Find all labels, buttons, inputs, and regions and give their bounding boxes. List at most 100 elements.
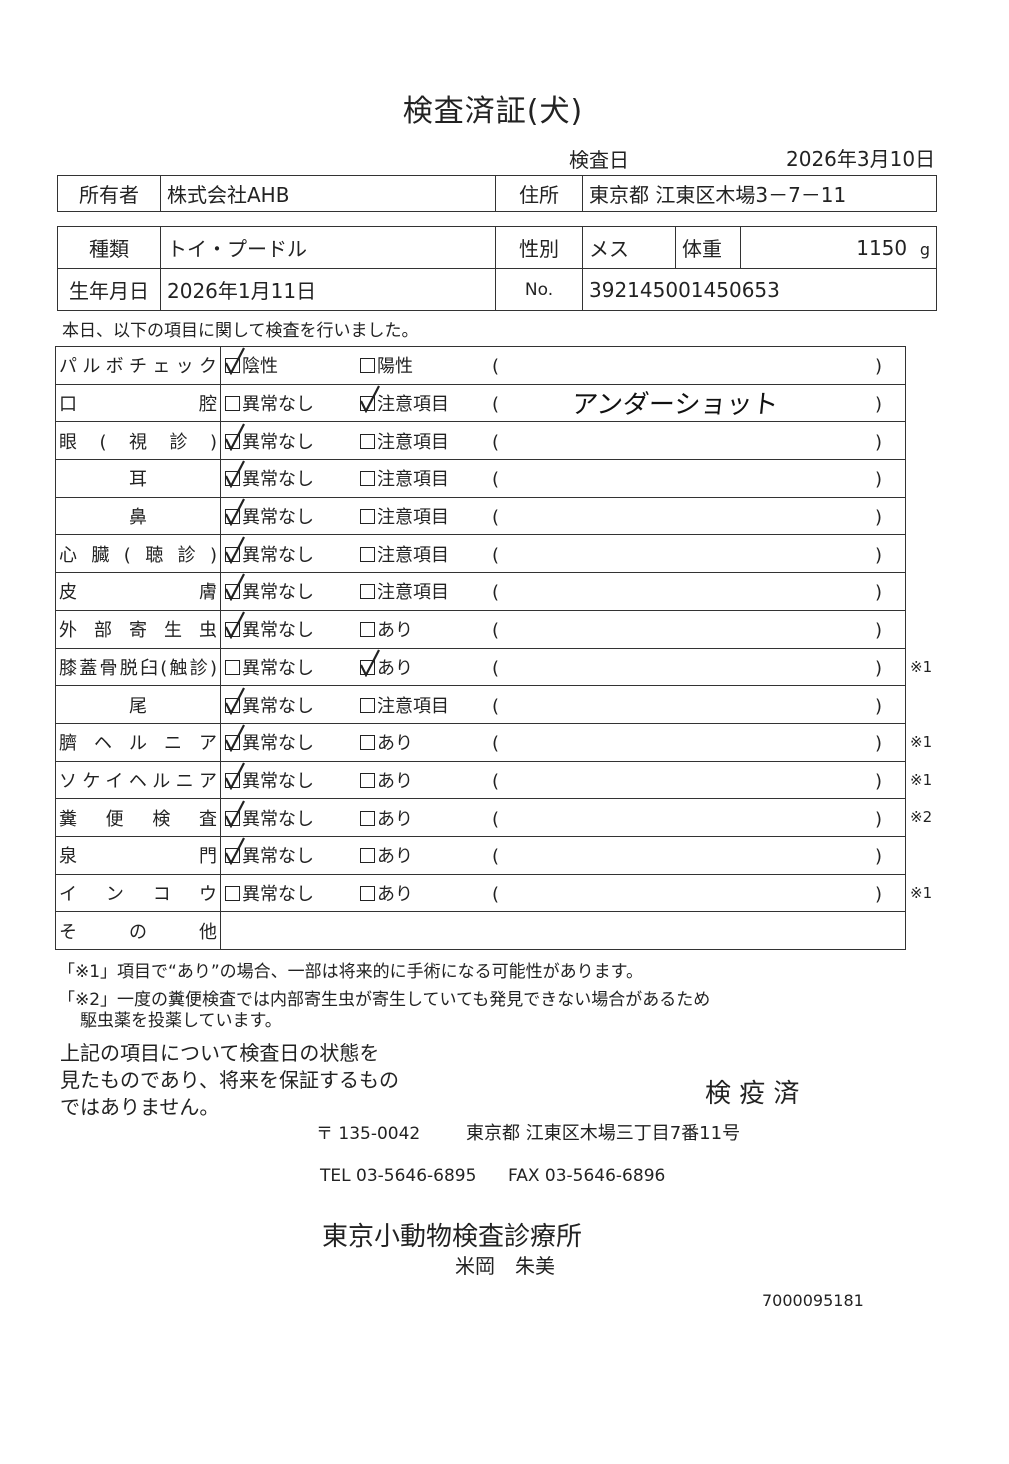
checklist-row: 膝蓋骨脱臼(触診) 異常なし あり () <box>55 647 906 687</box>
checkbox-icon[interactable] <box>360 622 375 638</box>
checkbox-icon[interactable] <box>225 837 245 866</box>
option-label: 異常なし <box>242 544 314 566</box>
option-label: 異常なし <box>242 394 314 416</box>
option-1[interactable]: 異常なし <box>225 390 360 416</box>
open-paren: ( <box>492 808 500 830</box>
option-2[interactable]: あり <box>360 616 492 642</box>
option-label: 異常なし <box>242 883 314 905</box>
checkbox-icon[interactable] <box>225 659 240 675</box>
checkbox-icon[interactable] <box>225 498 245 527</box>
item-label: 膝蓋骨脱臼(触診) <box>55 647 221 687</box>
checkbox-icon[interactable] <box>225 347 245 376</box>
checkmark-icon <box>225 460 245 489</box>
no-label: No. <box>495 268 583 311</box>
remarks-field[interactable]: () <box>492 809 882 830</box>
clinic-tel: TEL 03-5646-6895 <box>320 1166 477 1186</box>
checkbox-icon[interactable] <box>225 800 245 828</box>
checkbox-icon[interactable] <box>225 460 245 489</box>
option-1[interactable]: 異常なし <box>225 654 360 680</box>
option-1[interactable]: 異常なし <box>225 611 360 642</box>
checkbox-icon[interactable] <box>360 584 375 600</box>
checkbox-icon[interactable] <box>360 649 380 677</box>
no-value: 392145001450653 <box>582 268 937 311</box>
checkbox-icon[interactable] <box>225 724 245 753</box>
checkbox-icon[interactable] <box>360 772 375 788</box>
open-paren: ( <box>492 695 500 717</box>
remarks-field[interactable]: () <box>492 696 882 717</box>
checkbox-icon[interactable] <box>360 385 380 414</box>
sex-label: 性別 <box>495 226 583 269</box>
option-2[interactable]: 陽性 <box>360 352 492 378</box>
remarks-field[interactable]: () <box>492 771 882 792</box>
option-1[interactable]: 異常なし <box>225 724 360 755</box>
option-2[interactable]: 注意項目 <box>360 541 492 567</box>
checkbox-icon[interactable] <box>225 423 245 451</box>
open-paren: ( <box>492 657 500 679</box>
option-1[interactable]: 異常なし <box>225 498 360 529</box>
checkbox-icon[interactable] <box>360 885 375 901</box>
option-1[interactable]: 異常なし <box>225 800 360 831</box>
option-2[interactable]: あり <box>360 729 492 755</box>
checkbox-icon[interactable] <box>225 573 245 602</box>
option-label: 異常なし <box>242 695 314 717</box>
clinic-person: 米岡 朱美 <box>455 1254 555 1278</box>
checkbox-icon[interactable] <box>360 697 375 713</box>
option-2[interactable]: 注意項目 <box>360 578 492 604</box>
checkbox-icon[interactable] <box>360 848 375 864</box>
option-1[interactable]: 異常なし <box>225 423 360 454</box>
remarks-field[interactable]: () <box>492 356 882 377</box>
checkmark-icon <box>225 762 245 790</box>
option-1[interactable]: 異常なし <box>225 762 360 793</box>
remarks-field[interactable]: () <box>492 846 882 867</box>
open-paren: ( <box>492 582 500 604</box>
item-label: インコウ <box>55 873 221 913</box>
checkbox-icon[interactable] <box>360 735 375 751</box>
option-2[interactable]: 注意項目 <box>360 385 492 416</box>
option-2[interactable]: あり <box>360 805 492 831</box>
checkbox-icon[interactable] <box>360 471 375 487</box>
option-1[interactable]: 異常なし <box>225 880 360 906</box>
checkbox-icon[interactable] <box>225 611 245 640</box>
option-2[interactable]: あり <box>360 880 492 906</box>
checkbox-icon[interactable] <box>225 396 240 412</box>
checkbox-icon[interactable] <box>225 687 245 715</box>
remarks-field[interactable]: () <box>492 507 882 528</box>
option-2[interactable]: あり <box>360 767 492 793</box>
remarks-field[interactable]: () <box>492 432 882 453</box>
checkbox-icon[interactable] <box>225 885 240 901</box>
remarks-field[interactable]: () <box>492 545 882 566</box>
option-1[interactable]: 異常なし <box>225 687 360 718</box>
other-notes-field[interactable] <box>220 911 906 950</box>
checkbox-icon[interactable] <box>225 536 245 564</box>
option-1[interactable]: 異常なし <box>225 573 360 604</box>
open-paren: ( <box>492 507 500 529</box>
option-1[interactable]: 異常なし <box>225 536 360 567</box>
checkbox-icon[interactable] <box>360 509 375 525</box>
checklist-row: 泉門 異常なし あり () <box>55 835 906 875</box>
exam-date-label: 検査日 <box>569 148 629 172</box>
remarks-field[interactable]: () <box>492 733 882 754</box>
option-1[interactable]: 異常なし <box>225 837 360 868</box>
close-paren: ) <box>874 431 882 453</box>
option-2[interactable]: 注意項目 <box>360 465 492 491</box>
remarks-field[interactable]: () <box>492 469 882 490</box>
option-2[interactable]: あり <box>360 649 492 680</box>
option-2[interactable]: 注意項目 <box>360 503 492 529</box>
remarks-field[interactable]: () <box>492 884 882 905</box>
clinic-postal: 〒 135-0042 <box>316 1124 421 1144</box>
option-1[interactable]: 異常なし <box>225 460 360 491</box>
checkbox-icon[interactable] <box>360 433 375 449</box>
option-2[interactable]: 注意項目 <box>360 692 492 718</box>
checkbox-icon[interactable] <box>360 358 375 374</box>
remarks-field[interactable]: () <box>492 658 882 679</box>
remarks-field[interactable]: () <box>492 582 882 603</box>
option-2[interactable]: 注意項目 <box>360 428 492 454</box>
checkbox-icon[interactable] <box>360 546 375 562</box>
option-1[interactable]: 陰性 <box>225 347 360 378</box>
remarks-field[interactable]: () <box>492 620 882 641</box>
remarks-field[interactable]: (アンダーショット) <box>492 390 882 420</box>
option-2[interactable]: あり <box>360 842 492 868</box>
open-paren: ( <box>492 544 500 566</box>
checkbox-icon[interactable] <box>225 762 245 790</box>
checkbox-icon[interactable] <box>360 810 375 826</box>
